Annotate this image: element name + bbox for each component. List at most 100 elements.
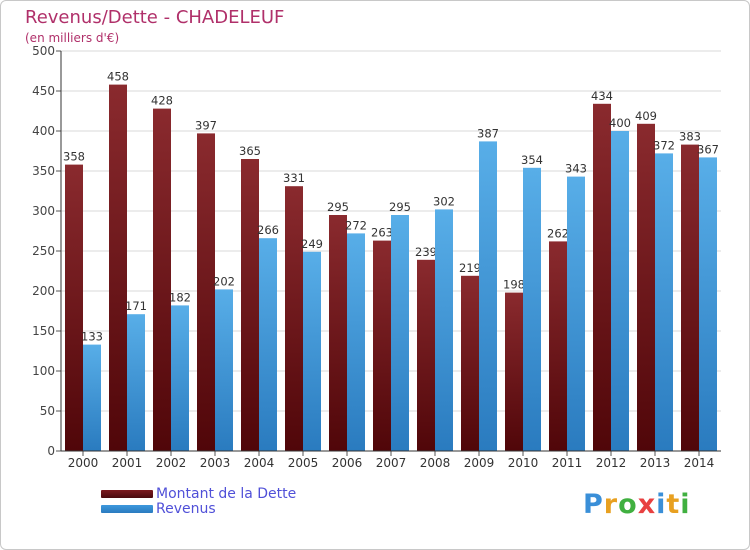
data-label-revenus: 133 (81, 330, 103, 344)
x-tick-label: 2009 (464, 456, 495, 470)
data-label-revenus: 367 (697, 142, 719, 156)
bar-revenus (259, 238, 277, 451)
x-tick-label: 2003 (200, 456, 231, 470)
data-label-dette: 295 (327, 200, 349, 214)
legend-swatch-revenus (101, 505, 153, 513)
bar-revenus (171, 305, 189, 451)
logo-letter: P (583, 489, 604, 520)
data-label-dette: 434 (591, 89, 613, 103)
data-label-revenus: 372 (653, 138, 675, 152)
data-label-revenus: 343 (565, 162, 587, 176)
x-tick-label: 2002 (156, 456, 187, 470)
legend-label-dette: Montant de la Dette (156, 486, 297, 502)
chart-subtitle: (en milliers d'€) (25, 31, 120, 45)
bar-revenus (699, 157, 717, 451)
y-tick-label: 150 (32, 324, 55, 338)
data-label-dette: 219 (459, 261, 481, 275)
data-label-revenus: 400 (609, 116, 631, 130)
data-label-dette: 383 (679, 130, 701, 144)
x-tick-label: 2005 (288, 456, 319, 470)
logo-letter: o (618, 489, 638, 520)
data-label-revenus: 354 (521, 153, 543, 167)
data-label-dette: 397 (195, 118, 217, 132)
x-tick-label: 2006 (332, 456, 363, 470)
bar-dette (65, 164, 83, 451)
y-tick-label: 300 (32, 204, 55, 218)
data-label-dette: 263 (371, 226, 393, 240)
y-tick-label: 400 (32, 124, 55, 138)
bar-dette (461, 275, 479, 451)
bar-dette (549, 241, 567, 451)
data-label-dette: 262 (547, 226, 569, 240)
data-label-revenus: 302 (433, 194, 455, 208)
x-tick-label: 2001 (112, 456, 143, 470)
data-label-revenus: 272 (345, 218, 367, 232)
bar-dette (241, 159, 259, 451)
bar-dette (285, 186, 303, 451)
bar-dette (593, 103, 611, 452)
x-tick-label: 2014 (684, 456, 715, 470)
bar-dette (153, 108, 171, 451)
x-tick-label: 2007 (376, 456, 407, 470)
bar-revenus (523, 167, 541, 452)
data-label-revenus: 249 (301, 237, 323, 251)
bar-revenus (611, 131, 629, 451)
data-label-dette: 358 (63, 150, 85, 164)
y-tick-label: 200 (32, 284, 55, 298)
bar-dette (637, 123, 655, 452)
y-tick-label: 0 (47, 444, 55, 458)
legend-label-revenus: Revenus (156, 501, 216, 517)
bar-dette (417, 259, 435, 451)
y-tick-label: 100 (32, 364, 55, 378)
data-label-revenus: 387 (477, 126, 499, 140)
data-label-dette: 458 (107, 70, 129, 84)
y-tick-label: 500 (32, 44, 55, 58)
bar-revenus (127, 314, 145, 451)
bar-dette (197, 133, 215, 451)
data-label-dette: 365 (239, 144, 261, 158)
data-label-dette: 331 (283, 171, 305, 185)
data-label-revenus: 171 (125, 299, 147, 313)
x-tick-label: 2012 (596, 456, 627, 470)
bar-dette (681, 144, 699, 451)
bar-revenus (303, 251, 321, 451)
bar-dette (373, 240, 391, 451)
y-tick-label: 450 (32, 84, 55, 98)
logo-letter: t (666, 489, 681, 520)
bar-revenus (479, 141, 497, 451)
legend-swatch-dette (101, 490, 153, 498)
data-label-dette: 239 (415, 245, 437, 259)
bar-revenus (567, 176, 585, 451)
bar-revenus (215, 289, 233, 451)
data-label-revenus: 202 (213, 274, 235, 288)
x-tick-label: 2008 (420, 456, 451, 470)
x-tick-label: 2004 (244, 456, 275, 470)
logo-letter: x (637, 489, 657, 520)
logo-letter: i (656, 489, 667, 520)
bar-revenus (655, 153, 673, 451)
bar-revenus (435, 209, 453, 451)
logo-letter: r (603, 489, 619, 520)
data-label-revenus: 182 (169, 290, 191, 304)
y-tick-label: 50 (40, 404, 55, 418)
data-label-dette: 428 (151, 94, 173, 108)
x-tick-label: 2010 (508, 456, 539, 470)
y-tick-label: 350 (32, 164, 55, 178)
proxiti-logo: Proxiti (583, 489, 691, 520)
bar-revenus (83, 344, 101, 451)
data-label-revenus: 295 (389, 200, 411, 214)
bar-dette (329, 215, 347, 451)
data-label-revenus: 266 (257, 223, 279, 237)
bar-revenus (391, 215, 409, 451)
bar-revenus (347, 233, 365, 451)
x-tick-label: 2011 (552, 456, 583, 470)
x-tick-label: 2013 (640, 456, 671, 470)
bar-dette (505, 292, 523, 451)
x-tick-label: 2000 (68, 456, 99, 470)
chart-title: Revenus/Dette - CHADELEUF (25, 7, 285, 28)
logo-letter: i (680, 489, 691, 520)
y-tick-label: 250 (32, 244, 55, 258)
bar-dette (109, 84, 127, 451)
